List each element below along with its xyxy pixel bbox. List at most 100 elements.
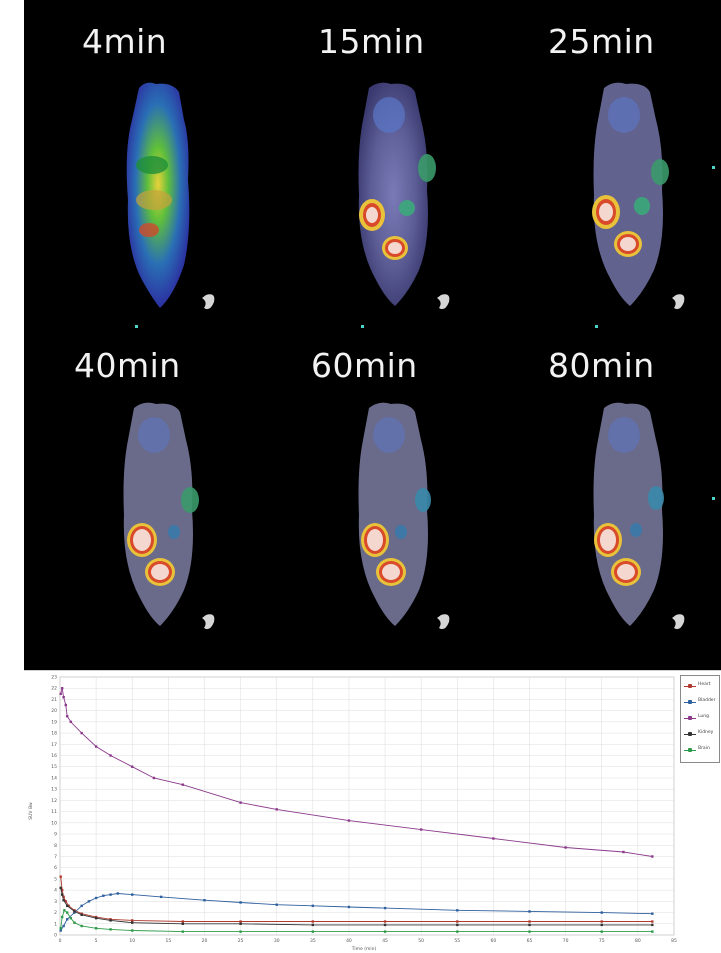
data-point-heart <box>311 920 315 923</box>
y-tick-label: 16 <box>51 753 57 759</box>
data-point-brain <box>131 929 134 932</box>
data-point-bladder <box>239 901 242 904</box>
data-point-brain <box>383 930 387 933</box>
data-point-lung <box>275 808 278 811</box>
legend-point-marker <box>688 700 692 704</box>
x-tick-label: 65 <box>527 938 533 944</box>
scale-marker <box>135 325 138 328</box>
data-point-brain <box>239 930 242 933</box>
data-point-heart <box>181 920 184 923</box>
x-tick-label: 20 <box>202 938 208 944</box>
data-point-bladder <box>109 893 112 896</box>
y-tick-label: 19 <box>51 719 57 725</box>
x-axis-label: Time (min) <box>351 946 377 952</box>
mouse-scan-80min <box>593 402 685 630</box>
data-point-brain <box>311 930 315 933</box>
y-tick-label: 2 <box>54 910 57 916</box>
data-point-kidney <box>73 910 76 913</box>
data-point-bladder <box>59 929 62 932</box>
data-point-lung <box>64 703 67 707</box>
data-point-bladder <box>87 900 91 903</box>
data-point-bladder <box>116 892 119 895</box>
scale-marker <box>712 166 715 169</box>
y-tick-label: 11 <box>51 809 57 815</box>
data-point-brain <box>651 930 654 933</box>
mouse-scan-60min <box>358 402 450 630</box>
frame-label-80min: 80min <box>548 346 655 385</box>
x-tick-label: 40 <box>346 938 352 944</box>
data-point-lung <box>62 695 65 699</box>
data-point-heart <box>64 900 67 903</box>
data-point-heart <box>60 888 64 892</box>
data-point-bladder <box>347 905 351 909</box>
data-point-bladder <box>383 906 387 910</box>
data-point-bladder <box>159 895 163 899</box>
data-point-lung <box>651 855 654 858</box>
x-tick-label: 55 <box>454 938 460 944</box>
data-point-heart <box>131 919 134 922</box>
data-point-bladder <box>456 909 459 912</box>
y-tick-label: 8 <box>54 843 57 849</box>
data-point-lung <box>94 745 98 748</box>
x-tick-label: 15 <box>165 938 171 944</box>
legend-label: Lung <box>698 714 709 719</box>
data-point-lung <box>109 754 112 757</box>
y-tick-label: 10 <box>51 820 57 826</box>
data-point-heart <box>600 920 603 923</box>
data-point-lung <box>419 828 423 831</box>
y-tick-label: 3 <box>54 899 57 905</box>
x-tick-label: 30 <box>274 938 280 944</box>
data-point-heart <box>383 920 387 923</box>
data-point-lung <box>80 731 83 735</box>
data-point-kidney <box>311 923 315 927</box>
series <box>59 687 654 933</box>
data-point-heart <box>456 920 459 923</box>
data-point-kidney <box>651 923 654 927</box>
plot-frame <box>59 676 675 936</box>
data-point-bladder <box>651 912 654 915</box>
legend-point-marker <box>688 732 692 736</box>
data-point-kidney <box>181 922 184 925</box>
data-point-bladder <box>102 894 105 897</box>
x-tick-label: 0 <box>59 938 62 944</box>
x-tick-label: 45 <box>382 938 388 944</box>
data-point-lung <box>347 819 351 822</box>
legend-item-brain: Brain <box>684 746 718 756</box>
data-point-kidney <box>109 919 112 922</box>
x-tick-label: 35 <box>310 938 316 944</box>
y-tick-label: 6 <box>54 865 57 871</box>
x-tick-label: 75 <box>599 938 605 944</box>
data-point-heart <box>528 920 531 923</box>
data-point-bladder <box>203 899 206 902</box>
data-point-brain <box>63 909 66 912</box>
y-tick-label: 15 <box>51 764 57 770</box>
legend-label: Heart <box>698 682 711 687</box>
data-point-kidney <box>60 893 64 896</box>
data-point-brain <box>66 911 69 914</box>
data-point-brain <box>109 928 112 931</box>
data-point-bladder <box>600 911 603 914</box>
y-tick-label: 1 <box>54 921 57 927</box>
data-point-kidney <box>94 916 98 920</box>
legend-label: Kidney <box>698 730 714 735</box>
scale-marker <box>712 497 715 500</box>
y-tick-label: 20 <box>51 708 57 714</box>
data-point-bladder <box>131 893 134 896</box>
data-point-bladder <box>66 918 69 921</box>
frame-label-40min: 40min <box>74 346 181 385</box>
data-point-bladder <box>311 904 315 908</box>
mouse-scan-4min <box>126 82 215 310</box>
time-activity-chart: 0 5 10 15 20 25 30 35 40 45 50 55 60 65 70 75 80 85 0 1 2 3 4 5… <box>24 670 721 953</box>
series-line-bladder <box>60 893 653 931</box>
legend-item-bladder: Bladder <box>684 698 718 708</box>
data-point-kidney <box>456 923 459 927</box>
y-tick-label: 22 <box>51 686 57 692</box>
legend-item-heart: Heart <box>684 682 718 692</box>
y-tick-label: 23 <box>51 675 57 681</box>
frame-label-60min: 60min <box>311 346 418 385</box>
data-point-heart <box>59 875 62 878</box>
data-point-brain <box>60 915 64 919</box>
data-point-kidney <box>528 923 531 927</box>
legend-item-lung: Lung <box>684 714 718 724</box>
data-point-kidney <box>62 899 65 902</box>
